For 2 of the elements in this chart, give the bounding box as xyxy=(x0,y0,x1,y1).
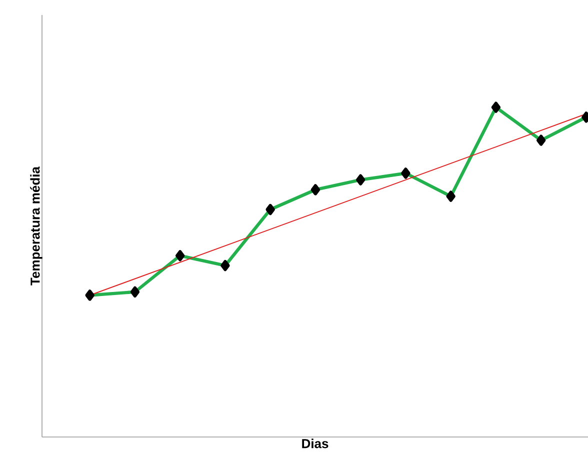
x-axis-title: Dias xyxy=(302,438,328,448)
y-axis-title: Temperatura média xyxy=(30,166,42,286)
